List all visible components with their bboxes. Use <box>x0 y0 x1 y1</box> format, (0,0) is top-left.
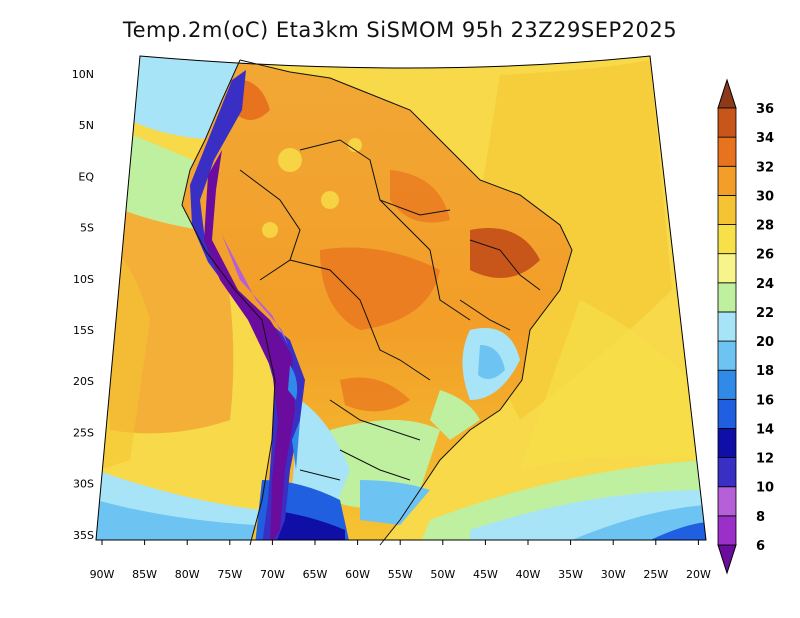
colorbar-tick-label: 32 <box>756 160 774 175</box>
longitude-labels: 90W 85W 80W 75W 70W 65W 60W 55W 50W 45W 40W 35W 30W 2… <box>90 540 711 581</box>
lat-label-25s: 25S <box>73 426 94 439</box>
lon-label-85w: 85W <box>132 568 157 581</box>
lon-label-55w: 55W <box>388 568 413 581</box>
temperature-field <box>96 56 706 540</box>
colorbar-tick-label: 30 <box>756 189 774 204</box>
lon-label-40w: 40W <box>516 568 541 581</box>
colorbar-tick-label: 10 <box>756 481 774 496</box>
lat-label-10n: 10N <box>72 68 94 81</box>
colorbar-swatch <box>717 194 737 225</box>
colorbar-swatch <box>717 515 737 546</box>
colorbar-swatch <box>717 107 737 138</box>
colorbar-swatch <box>717 428 737 459</box>
colorbar-tick-label: 34 <box>756 131 774 146</box>
lon-label-75w: 75W <box>217 568 242 581</box>
colorbar-tick-label: 26 <box>756 248 774 263</box>
lat-label-15s: 15S <box>73 324 94 337</box>
lon-label-30w: 30W <box>601 568 626 581</box>
colorbar-tick-label: 20 <box>756 335 774 350</box>
lon-label-70w: 70W <box>260 568 285 581</box>
colorbar-swatch <box>717 165 737 196</box>
lat-label-eq: EQ <box>78 170 94 183</box>
map-frame <box>95 55 707 541</box>
colorbar-swatch <box>717 224 737 255</box>
lat-label-20s: 20S <box>73 375 94 388</box>
colorbar-swatch <box>717 486 737 517</box>
colorbar-tick-label: 36 <box>756 102 774 117</box>
country-boundaries <box>181 59 573 546</box>
temperature-colorbar: 6 8 10 12 14 16 18 20 22 24 26 28 30 32 34 36 <box>717 78 774 575</box>
lon-label-65w: 65W <box>303 568 328 581</box>
colorbar-swatch <box>717 253 737 284</box>
colorbar-tick-label: 12 <box>756 452 774 467</box>
latitude-labels: 10N 5N EQ 5S 10S 15S 20S 25S 30S 35S <box>72 68 95 542</box>
lon-label-90w: 90W <box>90 568 115 581</box>
colorbar-tick-label: 22 <box>756 306 774 321</box>
colorbar-min-arrow <box>717 544 737 575</box>
lat-label-5s: 5S <box>80 222 94 235</box>
colorbar-tick-label: 8 <box>756 510 765 525</box>
lon-label-45w: 45W <box>473 568 498 581</box>
colorbar-swatch <box>717 340 737 371</box>
colorbar-tick-label: 18 <box>756 364 774 379</box>
lon-label-35w: 35W <box>558 568 583 581</box>
colorbar-swatch <box>717 282 737 313</box>
colorbar-swatch <box>717 457 737 488</box>
lon-label-80w: 80W <box>175 568 200 581</box>
colorbar-swatch <box>717 311 737 342</box>
lon-label-20w: 20W <box>686 568 711 581</box>
lon-label-60w: 60W <box>345 568 370 581</box>
colorbar-tick-label: 16 <box>756 393 774 408</box>
colorbar-swatch <box>717 398 737 429</box>
lat-label-35s: 35S <box>73 529 94 542</box>
colorbar-max-arrow <box>717 78 737 109</box>
colorbar-swatch <box>717 136 737 167</box>
colorbar-tick-label: 14 <box>756 422 774 437</box>
colorbar-swatch <box>717 369 737 400</box>
lon-label-50w: 50W <box>430 568 455 581</box>
colorbar-tick-label: 28 <box>756 219 774 234</box>
colorbar-tick-label: 6 <box>756 539 765 554</box>
lat-label-10s: 10S <box>73 273 94 286</box>
lon-label-25w: 25W <box>643 568 668 581</box>
lat-label-5n: 5N <box>79 119 94 132</box>
colorbar-tick-label: 24 <box>756 277 774 292</box>
map-title: Temp.2m(oC) Eta3km SiSMOM 95h 23Z29SEP20… <box>122 18 678 42</box>
lat-label-30s: 30S <box>73 478 94 491</box>
